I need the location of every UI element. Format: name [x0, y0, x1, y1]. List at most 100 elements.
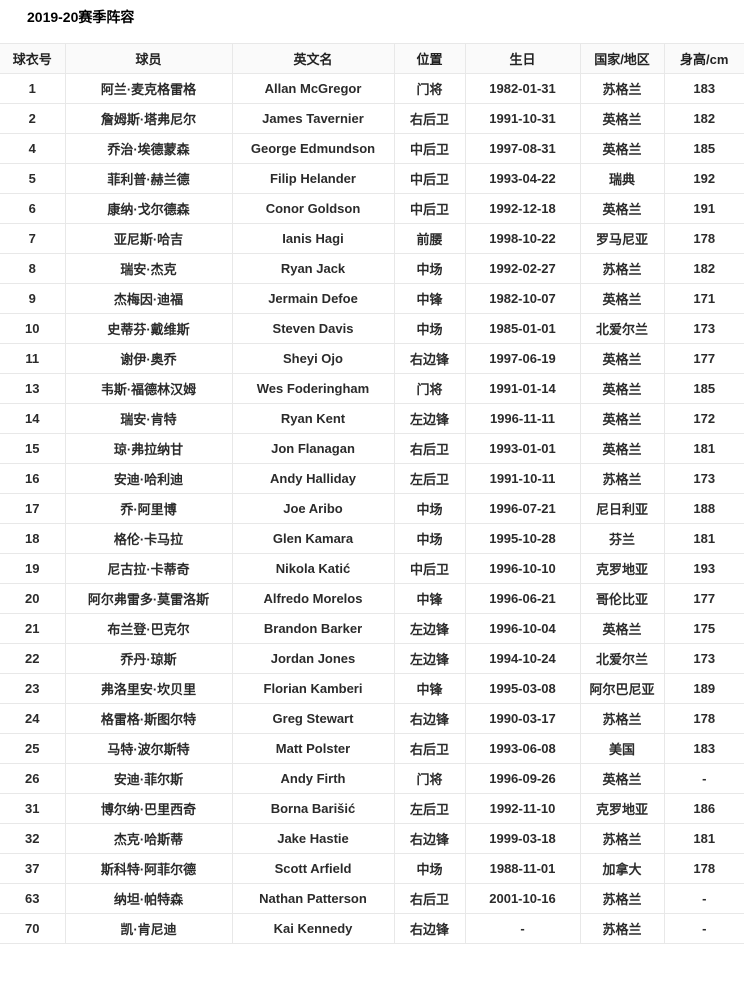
header-cell: 生日: [464, 43, 581, 74]
table-cell: 弗洛里安·坎贝里: [64, 673, 233, 704]
squad-table-body: 1 阿兰·麦克格雷格 Allan McGregor 门将 1982-01-31 苏格兰 18…: [0, 73, 744, 944]
table-cell: 凯·肯尼迪: [64, 913, 233, 944]
table-cell: 188: [663, 493, 744, 524]
table-cell: 亚尼斯·哈吉: [64, 223, 233, 254]
table-cell: 63: [0, 883, 66, 914]
table-row: 37 斯科特·阿菲尔德 Scott Arfield 中场 1988-11-01 加拿大 17…: [0, 853, 744, 884]
table-cell: 1997-08-31: [464, 133, 581, 164]
table-cell: 178: [663, 853, 744, 884]
table-row: 4 乔治·埃德蒙森 George Edmundson 中后卫 1997-08-31 英格兰…: [0, 133, 744, 164]
table-cell: 1996-10-04: [464, 613, 581, 644]
table-cell: 9: [0, 283, 66, 314]
header-cell: 国家/地区: [579, 43, 665, 74]
table-cell: 1998-10-22: [464, 223, 581, 254]
table-cell: 22: [0, 643, 66, 674]
table-cell: 172: [663, 403, 744, 434]
squad-table: 球衣号 球员 英文名 位置 生日 国家/地区 身高/cm 1 阿兰·麦克格雷格 Allan Mc…: [0, 43, 744, 944]
table-cell: 瑞典: [579, 163, 665, 194]
header-cell: 位置: [393, 43, 466, 74]
table-cell: -: [663, 763, 744, 794]
table-cell: 门将: [393, 763, 466, 794]
table-cell: Filip Helander: [231, 163, 395, 194]
table-cell: 1999-03-18: [464, 823, 581, 854]
table-cell: 1993-04-22: [464, 163, 581, 194]
table-cell: 阿尔弗雷多·莫雷洛斯: [64, 583, 233, 614]
table-cell: 英格兰: [579, 133, 665, 164]
table-cell: 菲利普·赫兰德: [64, 163, 233, 194]
table-cell: Ryan Kent: [231, 403, 395, 434]
table-cell: 1996-07-21: [464, 493, 581, 524]
table-cell: 门将: [393, 73, 466, 104]
table-cell: Wes Foderingham: [231, 373, 395, 404]
table-cell: 178: [663, 703, 744, 734]
table-cell: 1992-12-18: [464, 193, 581, 224]
table-cell: 25: [0, 733, 66, 764]
table-cell: 1993-06-08: [464, 733, 581, 764]
table-row: 11 谢伊·奥乔 Sheyi Ojo 右边锋 1997-06-19 英格兰 177: [0, 343, 744, 374]
table-cell: 186: [663, 793, 744, 824]
table-cell: 韦斯·福德林汉姆: [64, 373, 233, 404]
header-row: 球衣号 球员 英文名 位置 生日 国家/地区 身高/cm: [0, 43, 744, 74]
table-cell: 2001-10-16: [464, 883, 581, 914]
table-cell: 苏格兰: [579, 883, 665, 914]
table-cell: 中场: [393, 313, 466, 344]
table-cell: Jermain Defoe: [231, 283, 395, 314]
table-row: 7 亚尼斯·哈吉 Ianis Hagi 前腰 1998-10-22 罗马尼亚 178: [0, 223, 744, 254]
table-cell: 右边锋: [393, 703, 466, 734]
table-cell: 左边锋: [393, 613, 466, 644]
table-cell: 178: [663, 223, 744, 254]
table-cell: 1996-11-11: [464, 403, 581, 434]
table-cell: 1997-06-19: [464, 343, 581, 374]
header-cell: 球员: [64, 43, 233, 74]
table-row: 26 安迪·菲尔斯 Andy Firth 门将 1996-09-26 英格兰 -: [0, 763, 744, 794]
table-row: 6 康纳·戈尔德森 Conor Goldson 中后卫 1992-12-18 英格兰 191: [0, 193, 744, 224]
table-cell: 右后卫: [393, 733, 466, 764]
table-cell: 詹姆斯·塔弗尼尔: [64, 103, 233, 134]
table-row: 21 布兰登·巴克尔 Brandon Barker 左边锋 1996-10-04 英格兰 1…: [0, 613, 744, 644]
table-cell: Sheyi Ojo: [231, 343, 395, 374]
table-row: 1 阿兰·麦克格雷格 Allan McGregor 门将 1982-01-31 苏格兰 18…: [0, 73, 744, 104]
table-cell: Nikola Katić: [231, 553, 395, 584]
table-cell: 182: [663, 103, 744, 134]
table-cell: 哥伦比亚: [579, 583, 665, 614]
table-cell: 13: [0, 373, 66, 404]
table-cell: 1990-03-17: [464, 703, 581, 734]
table-cell: 左边锋: [393, 403, 466, 434]
table-cell: 谢伊·奥乔: [64, 343, 233, 374]
table-cell: 37: [0, 853, 66, 884]
table-cell: 苏格兰: [579, 703, 665, 734]
table-cell: Greg Stewart: [231, 703, 395, 734]
table-row: 16 安迪·哈利迪 Andy Halliday 左后卫 1991-10-11 苏格兰 173: [0, 463, 744, 494]
table-row: 17 乔·阿里博 Joe Aribo 中场 1996-07-21 尼日利亚 188: [0, 493, 744, 524]
table-cell: Matt Polster: [231, 733, 395, 764]
table-cell: Ianis Hagi: [231, 223, 395, 254]
table-cell: 17: [0, 493, 66, 524]
table-row: 18 格伦·卡马拉 Glen Kamara 中场 1995-10-28 芬兰 181: [0, 523, 744, 554]
page-title: 2019-20赛季阵容: [27, 9, 135, 25]
table-cell: 博尔纳·巴里西奇: [64, 793, 233, 824]
table-cell: 2: [0, 103, 66, 134]
table-cell: 英格兰: [579, 403, 665, 434]
table-row: 20 阿尔弗雷多·莫雷洛斯 Alfredo Morelos 中锋 1996-06-21 哥…: [0, 583, 744, 614]
table-cell: Joe Aribo: [231, 493, 395, 524]
table-cell: 中后卫: [393, 163, 466, 194]
table-cell: 苏格兰: [579, 253, 665, 284]
table-cell: 英格兰: [579, 103, 665, 134]
table-cell: Jordan Jones: [231, 643, 395, 674]
table-cell: Ryan Jack: [231, 253, 395, 284]
table-cell: 右边锋: [393, 343, 466, 374]
table-cell: 70: [0, 913, 66, 944]
table-cell: 181: [663, 823, 744, 854]
table-cell: 康纳·戈尔德森: [64, 193, 233, 224]
table-cell: 尼古拉·卡蒂奇: [64, 553, 233, 584]
table-cell: 10: [0, 313, 66, 344]
table-cell: 中场: [393, 853, 466, 884]
table-cell: 1996-10-10: [464, 553, 581, 584]
table-cell: 中锋: [393, 583, 466, 614]
table-cell: 14: [0, 403, 66, 434]
table-cell: 24: [0, 703, 66, 734]
table-cell: 英格兰: [579, 373, 665, 404]
table-cell: 苏格兰: [579, 913, 665, 944]
table-cell: 前腰: [393, 223, 466, 254]
table-cell: 布兰登·巴克尔: [64, 613, 233, 644]
